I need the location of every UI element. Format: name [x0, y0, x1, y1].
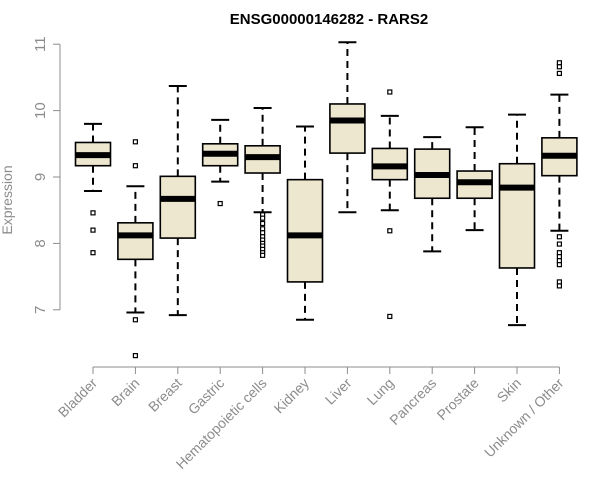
box-group — [456, 126, 493, 232]
chart-title: ENSG00000146282 - RARS2 — [230, 11, 428, 28]
box-group — [541, 60, 578, 289]
outlier-point — [556, 234, 563, 240]
box-group — [329, 41, 366, 214]
outlier-point — [556, 241, 563, 247]
outlier-point — [260, 220, 266, 227]
box-iqr — [159, 175, 197, 239]
y-tick-label: 7 — [32, 306, 49, 314]
outlier-point — [90, 250, 96, 256]
outlier-point — [556, 262, 563, 268]
box-group — [159, 85, 197, 317]
box-iqr — [286, 178, 324, 283]
x-tick-label: Skin — [494, 375, 525, 406]
box-group — [244, 106, 281, 258]
y-tick-label: 9 — [32, 173, 49, 181]
outlier-point — [260, 252, 266, 258]
outlier-point — [387, 228, 393, 234]
y-tick-label: 10 — [32, 102, 49, 119]
outlier-point — [132, 163, 138, 169]
x-tick-label: Prostate — [434, 375, 482, 423]
outlier-point — [132, 353, 138, 359]
y-tick-label: 11 — [32, 36, 49, 52]
box-iqr — [117, 222, 154, 261]
box-group — [498, 113, 536, 327]
y-axis-label: Expression — [0, 165, 15, 234]
box-group — [413, 136, 451, 253]
box-group — [201, 118, 239, 207]
box-group — [286, 125, 324, 321]
outlier-point — [132, 317, 138, 323]
x-tick-label: Unknown / Other — [481, 375, 567, 461]
outlier-point — [90, 227, 96, 233]
outlier-point — [556, 70, 563, 77]
outlier-point — [90, 210, 96, 216]
y-tick-label: 8 — [32, 239, 49, 247]
x-tick-label: Lung — [364, 375, 397, 408]
outlier-point — [260, 215, 266, 221]
x-tick-label: Breast — [145, 375, 185, 415]
x-tick-label: Brain — [108, 375, 142, 409]
outlier-point — [556, 64, 563, 70]
outlier-point — [556, 283, 563, 289]
outlier-point — [217, 200, 223, 207]
outlier-point — [387, 313, 393, 320]
outlier-point — [132, 139, 138, 145]
x-tick-label: Bladder — [55, 375, 101, 421]
box-group — [74, 122, 112, 256]
box-iqr — [498, 162, 536, 269]
box-group — [371, 89, 409, 320]
outlier-point — [387, 89, 393, 95]
box-iqr — [329, 103, 366, 154]
x-tick-label: Liver — [322, 375, 355, 408]
x-tick-label: Pancreas — [386, 375, 439, 428]
x-tick-label: Kidney — [271, 375, 313, 417]
boxes — [74, 41, 578, 359]
box-group — [117, 139, 154, 359]
